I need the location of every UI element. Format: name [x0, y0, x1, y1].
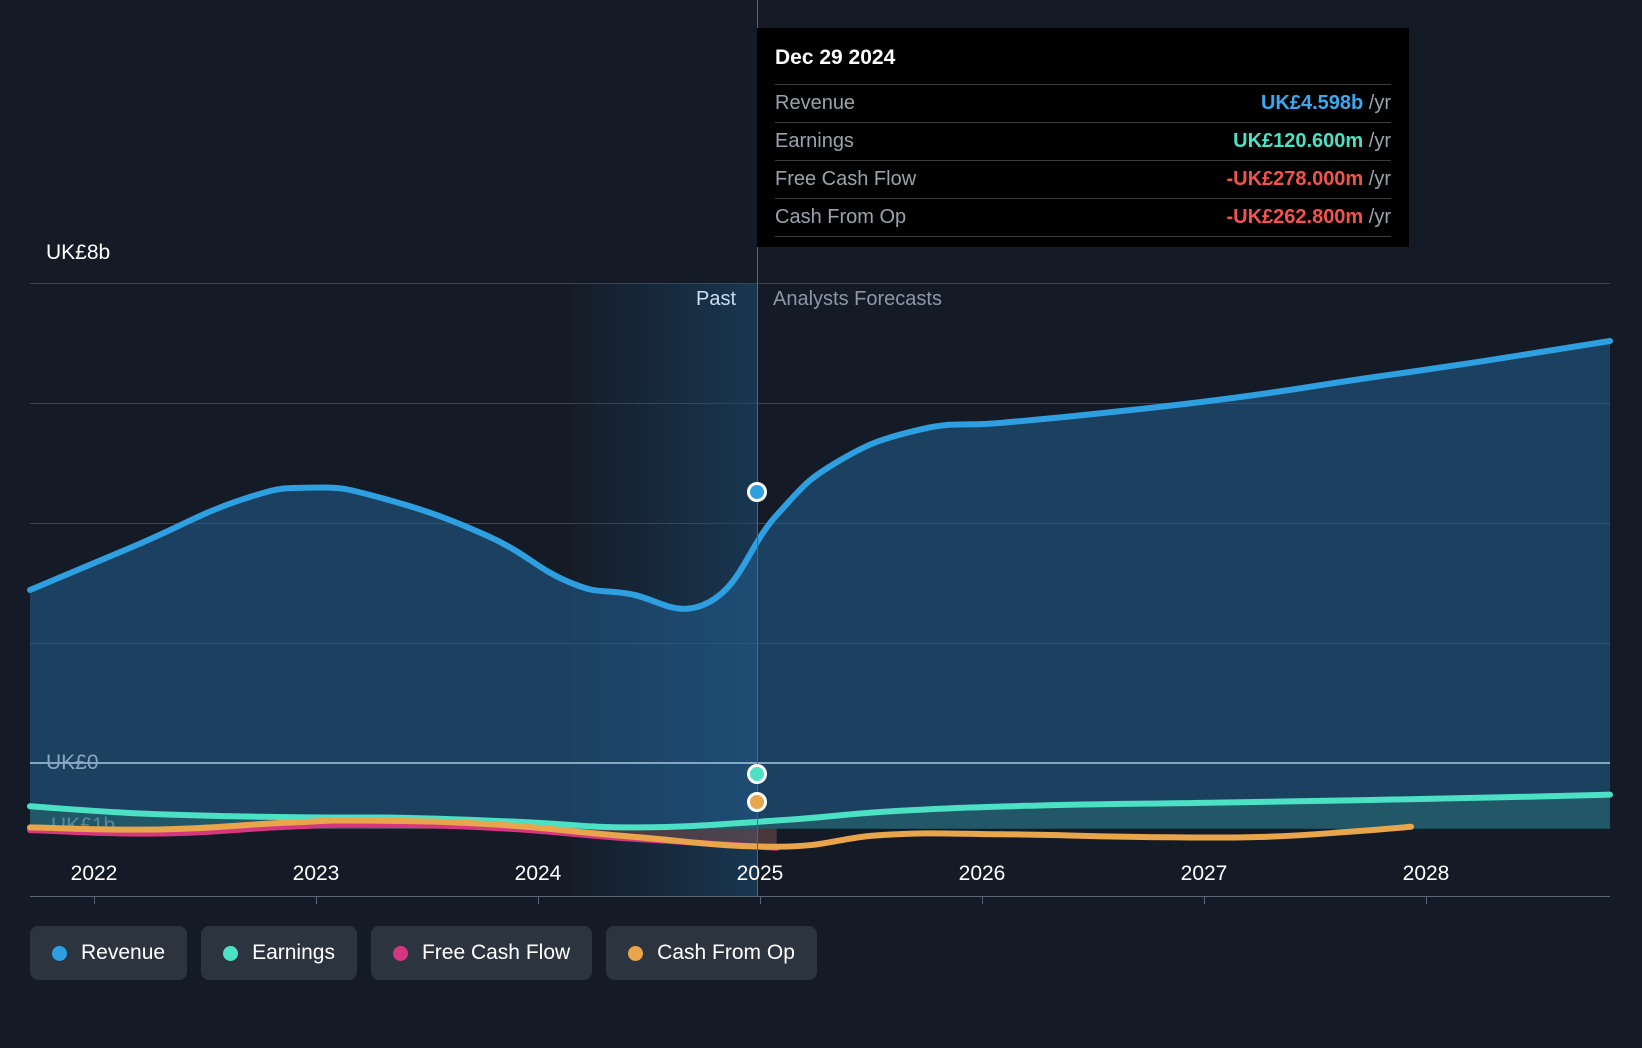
tooltip-row: Revenue UK£4.598b /yr [775, 85, 1391, 123]
gridline-8b [30, 283, 1610, 284]
legend-item-earnings[interactable]: Earnings [201, 926, 357, 980]
series-paths [27, 337, 1613, 851]
tooltip-value-number: UK£4.598b [1260, 92, 1364, 114]
x-axis-line [30, 896, 1610, 897]
x-axis-label-2028: 2028 [1402, 862, 1450, 885]
chart-legend: Revenue Earnings Free Cash Flow Cash From O… [30, 926, 817, 980]
tooltip-metric-value: -UK£262.800m /yr [1059, 198, 1391, 237]
x-tick-2025 [760, 896, 761, 904]
legend-color-dot-icon [52, 945, 67, 961]
x-axis-label-2024: 2024 [514, 862, 562, 885]
x-axis-label-2027: 2027 [1180, 862, 1228, 885]
legend-color-dot-icon [628, 945, 644, 961]
x-axis-label-2025: 2025 [736, 862, 784, 885]
data-point-tooltip: Dec 29 2024 Revenue UK£4.598b /yr Earnings… [757, 28, 1409, 247]
tooltip-value-number: -UK£278.000m [1226, 168, 1364, 190]
tooltip-value-unit: /yr [1363, 130, 1391, 152]
tooltip-value-unit: /yr [1363, 92, 1391, 114]
x-tick-2023 [316, 896, 317, 904]
tooltip-table: Revenue UK£4.598b /yr Earnings UK£120.600m … [775, 85, 1391, 237]
period-label-past: Past [696, 288, 737, 310]
tooltip-value-unit: /yr [1363, 206, 1391, 228]
marker-cash-from-op[interactable] [747, 792, 767, 812]
x-tick-2026 [982, 896, 983, 904]
period-label-forecast: Analysts Forecasts [773, 288, 942, 310]
gridline-6b [30, 403, 1610, 404]
x-axis-label-2023: 2023 [292, 862, 340, 885]
legend-label: Earnings [252, 941, 335, 964]
legend-label: Revenue [81, 941, 166, 964]
tooltip-metric-value: -UK£278.000m /yr [1059, 160, 1391, 199]
tooltip-metric-label: Cash From Op [775, 198, 1060, 237]
legend-label: Cash From Op [657, 941, 795, 964]
x-tick-2022 [94, 896, 95, 904]
tooltip-row: Earnings UK£120.600m /yr [775, 122, 1391, 161]
tooltip-metric-label: Free Cash Flow [775, 160, 1060, 199]
series-line-revenue[interactable] [27, 337, 1613, 612]
x-axis-label-2022: 2022 [70, 862, 118, 885]
y-axis-label-top: UK£8b [46, 241, 111, 264]
legend-color-dot-icon [392, 945, 408, 961]
tooltip-metric-value: UK£120.600m /yr [1059, 122, 1391, 161]
marker-revenue[interactable] [747, 482, 767, 502]
tooltip-date: Dec 29 2024 [775, 46, 1391, 85]
tooltip-value-number: UK£120.600m [1233, 130, 1364, 152]
series-line-earnings[interactable] [27, 791, 1613, 831]
tooltip-metric-label: Earnings [775, 122, 1060, 161]
legend-item-revenue[interactable]: Revenue [30, 926, 188, 980]
tooltip-metric-label: Revenue [775, 85, 1060, 123]
legend-item-cash-from-op[interactable]: Cash From Op [606, 926, 817, 980]
tooltip-row: Cash From Op -UK£262.800m /yr [775, 198, 1391, 237]
forecast-divider [757, 0, 758, 897]
x-tick-2024 [538, 896, 539, 904]
x-tick-2027 [1204, 896, 1205, 904]
marker-earnings[interactable] [747, 764, 767, 784]
series-area-revenue [30, 340, 1610, 829]
legend-color-dot-icon [223, 945, 239, 961]
legend-item-free-cash-flow[interactable]: Free Cash Flow [370, 926, 593, 980]
series-line-cash-from-op[interactable] [27, 817, 1415, 850]
tooltip-value-number: -UK£262.800m [1226, 206, 1364, 228]
plot-area [27, 0, 1613, 904]
x-axis-label-2026: 2026 [958, 862, 1006, 885]
tooltip-row: Free Cash Flow -UK£278.000m /yr [775, 160, 1391, 199]
legend-label: Free Cash Flow [421, 941, 571, 964]
x-tick-2028 [1426, 896, 1427, 904]
tooltip-value-unit: /yr [1363, 168, 1391, 190]
tooltip-metric-value: UK£4.598b /yr [1059, 85, 1391, 123]
